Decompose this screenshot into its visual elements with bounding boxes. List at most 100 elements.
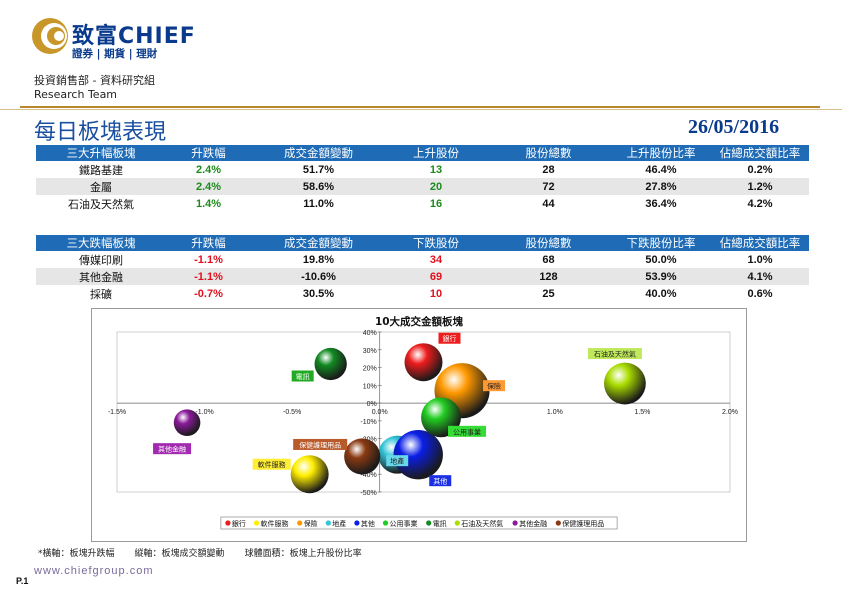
bubble-label: 石油及天然氣 bbox=[587, 348, 642, 360]
total-stocks-cell: 28 bbox=[486, 161, 611, 178]
table-header-row: 三大跌幅板塊 升跌幅 成交金額變動 下跌股份 股份總數 下跌股份比率 佔總成交額… bbox=[36, 235, 809, 251]
bubble-label-text: 保險 bbox=[487, 382, 501, 391]
footnote-y-axis: 縱軸：板塊成交額變動 bbox=[134, 549, 225, 559]
bubble-point bbox=[393, 429, 443, 480]
bubble-label-bg bbox=[386, 455, 409, 467]
y-tick-label: 0% bbox=[367, 401, 377, 408]
turnover-share-cell: 1.0% bbox=[711, 251, 809, 268]
bubble-label-text: 公用事業 bbox=[453, 427, 481, 436]
table-row: 傳媒印刷 -1.1% 19.8% 34 68 50.0% 1.0% bbox=[36, 251, 809, 268]
bubble-label-text: 軟件服務 bbox=[258, 460, 286, 469]
legend-swatch bbox=[426, 520, 432, 526]
footnote-x-axis: *橫軸：板塊升跌幅 bbox=[38, 549, 115, 559]
legend-label: 電訊 bbox=[433, 519, 447, 528]
sector-name: 金屬 bbox=[36, 178, 166, 195]
y-tick-label: -50% bbox=[360, 490, 376, 497]
sector-name: 鐵路基建 bbox=[36, 161, 166, 178]
bubble-point bbox=[404, 343, 443, 382]
x-tick-label: 0.0% bbox=[372, 409, 388, 416]
total-stocks-cell: 72 bbox=[486, 178, 611, 195]
advancers-cell: 16 bbox=[386, 195, 486, 212]
turnover-share-cell: 1.2% bbox=[711, 178, 809, 195]
sector-name: 石油及天然氣 bbox=[36, 195, 166, 212]
legend-label: 公用事業 bbox=[390, 519, 418, 528]
legend-swatch bbox=[354, 520, 360, 526]
advancers-cell: 13 bbox=[386, 161, 486, 178]
legend-box bbox=[220, 516, 618, 530]
x-tick-label: 1.0% bbox=[547, 409, 563, 416]
column-header: 下跌股份 bbox=[386, 235, 486, 251]
bubble-label-bg bbox=[291, 370, 314, 382]
bubble-label: 其他金融 bbox=[153, 443, 192, 455]
turnover-change-cell: 19.8% bbox=[251, 251, 386, 268]
page-title: 每日板塊表現 bbox=[34, 120, 167, 145]
advance-ratio-cell: 46.4% bbox=[611, 161, 711, 178]
bubble-label: 保健護理用品 bbox=[293, 438, 348, 450]
table-row: 其他金融 -1.1% -10.6% 69 128 53.9% 4.1% bbox=[36, 268, 809, 285]
turnover-share-cell: 0.2% bbox=[711, 161, 809, 178]
x-tick-label: 1.5% bbox=[634, 409, 650, 416]
column-header: 股份總數 bbox=[486, 235, 611, 251]
advance-ratio-cell: 36.4% bbox=[611, 195, 711, 212]
legend-swatch bbox=[512, 520, 518, 526]
legend-swatch bbox=[225, 520, 231, 526]
bubble-label-text: 地產 bbox=[390, 457, 404, 466]
bubble-point bbox=[604, 362, 646, 405]
brand-name: 致富CHIEF bbox=[72, 24, 196, 49]
column-header: 升跌幅 bbox=[166, 235, 251, 251]
bubble-label-text: 其他金融 bbox=[158, 445, 186, 454]
turnover-change-cell: -10.6% bbox=[251, 268, 386, 285]
legend-swatch bbox=[297, 520, 303, 526]
bubble-label-text: 電訊 bbox=[296, 372, 310, 381]
change-cell: -1.1% bbox=[166, 268, 251, 285]
table-header-row: 三大升幅板塊 升跌幅 成交金額變動 上升股份 股份總數 上升股份比率 佔總成交額… bbox=[36, 145, 809, 161]
decliners-cell: 34 bbox=[386, 251, 486, 268]
bubble-label-bg bbox=[483, 380, 506, 392]
bubble-label: 電訊 bbox=[291, 370, 314, 382]
footnote-bubble-size: 球體面積：板塊上升股份比率 bbox=[244, 549, 362, 559]
advance-ratio-cell: 27.8% bbox=[611, 178, 711, 195]
turnover-share-cell: 4.1% bbox=[711, 268, 809, 285]
column-header: 佔總成交額比率 bbox=[711, 235, 809, 251]
legend-label: 軟件服務 bbox=[261, 519, 289, 528]
sector-name: 採礦 bbox=[36, 285, 166, 302]
legend-swatch bbox=[555, 520, 561, 526]
decline-ratio-cell: 40.0% bbox=[611, 285, 711, 302]
total-stocks-cell: 128 bbox=[486, 268, 611, 285]
brand-tagline: 證券 | 期貨 | 理財 bbox=[72, 48, 158, 60]
header-divider bbox=[20, 106, 820, 108]
department-name: 投資銷售部 - 資料研究組 bbox=[34, 74, 155, 87]
decliners-cell: 10 bbox=[386, 285, 486, 302]
column-header: 下跌股份比率 bbox=[611, 235, 711, 251]
bubble-label: 保險 bbox=[483, 380, 506, 392]
change-cell: 2.4% bbox=[166, 161, 251, 178]
x-tick-label: 2.0% bbox=[722, 409, 738, 416]
turnover-change-cell: 30.5% bbox=[251, 285, 386, 302]
bubble-label: 銀行 bbox=[438, 332, 461, 344]
bubble-label-bg bbox=[153, 443, 192, 455]
turnover-change-cell: 58.6% bbox=[251, 178, 386, 195]
decline-ratio-cell: 50.0% bbox=[611, 251, 711, 268]
column-header: 成交金額變動 bbox=[251, 145, 386, 161]
bubble-label-bg bbox=[438, 332, 461, 344]
x-tick-label: -0.5% bbox=[283, 409, 301, 416]
column-header: 成交金額變動 bbox=[251, 235, 386, 251]
website-link[interactable]: www.chiefgroup.com bbox=[34, 565, 154, 577]
department-block: 投資銷售部 - 資料研究組 Research Team bbox=[34, 74, 155, 102]
bubble-chart: 10大成交金額板塊 -1.5%-1.0%-0.5%0.0%0.5%1.0%1.5… bbox=[108, 315, 738, 530]
column-header: 三大跌幅板塊 bbox=[36, 235, 166, 251]
column-header: 股份總數 bbox=[486, 145, 611, 161]
decline-ratio-cell: 53.9% bbox=[611, 268, 711, 285]
losers-table: 三大跌幅板塊 升跌幅 成交金額變動 下跌股份 股份總數 下跌股份比率 佔總成交額… bbox=[36, 235, 809, 302]
legend-label: 其他金融 bbox=[519, 519, 547, 528]
footnote: *橫軸：板塊升跌幅 縱軸：板塊成交額變動 球體面積：板塊上升股份比率 bbox=[38, 546, 362, 559]
sector-name: 傳媒印刷 bbox=[36, 251, 166, 268]
y-tick-label: 40% bbox=[363, 330, 377, 337]
bubble-point bbox=[314, 347, 347, 381]
bubble-point bbox=[344, 438, 381, 475]
logo-emblem bbox=[32, 18, 68, 54]
legend-label: 保健護理用品 bbox=[562, 519, 604, 528]
legend-label: 保險 bbox=[304, 519, 318, 528]
bubble-label-text: 其他 bbox=[433, 477, 447, 486]
bubble-label-text: 石油及天然氣 bbox=[594, 350, 636, 359]
